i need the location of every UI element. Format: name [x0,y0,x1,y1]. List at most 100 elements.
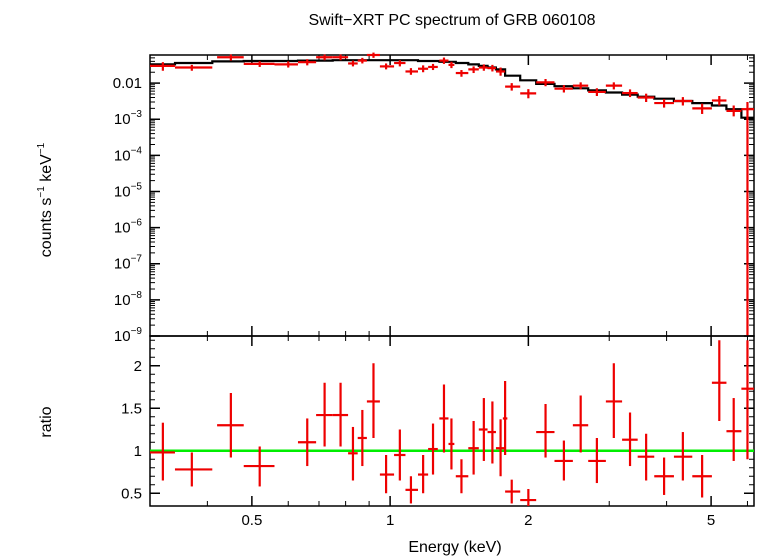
ratio-point [478,398,488,461]
ratio-point [711,340,727,421]
y-tick-base: 10 [114,220,131,237]
ylabel-exp-1: −1 [36,186,47,198]
ratio-point [448,418,455,470]
ylabel-exp-2: −1 [36,142,47,154]
y-tick-exponent: −8 [131,290,143,301]
ylabel-part-kev: keV [38,154,55,186]
ratio-point [588,438,606,484]
ratio-point [405,476,418,504]
ratio-frame [149,335,755,507]
data-point [150,62,175,71]
data-point [243,61,275,67]
ratio-point [572,395,589,453]
data-point [505,83,521,91]
data-point [572,82,589,90]
ratio-point [726,398,742,461]
data-point [174,64,213,71]
y-tick-base: 10 [114,111,131,128]
y-tick-base: 10 [114,292,131,309]
ratio-point [605,363,623,438]
ratio-point [217,392,244,458]
spectrum-y-tick-label: 10−9 [114,326,143,345]
data-point [605,82,623,90]
spectrum-y-tick-label: 0.01 [113,75,142,92]
y-tick-exponent: −4 [131,145,143,156]
y-tick-exponent: −3 [131,109,143,120]
spectrum-y-tick-label: 10−8 [114,290,143,309]
ratio-point [174,452,213,487]
data-point [455,70,469,77]
ratio-point [379,455,395,494]
ratio-point [417,455,429,494]
data-point [468,66,479,74]
data-point [428,63,438,71]
data-point [692,103,712,114]
ratio-point [554,440,573,481]
ratio-point [243,446,275,487]
x-axis-label: Energy (keV) [408,539,501,556]
data-point [439,57,449,64]
ratio-point [520,489,537,506]
data-point [405,68,418,75]
ratio-y-tick-label: 1.5 [121,400,142,417]
data-point [316,54,333,61]
data-point [274,61,298,68]
ratio-point [487,401,496,464]
ylabel-part-counts: counts s [38,198,55,258]
spectrum-y-axis-label: counts s−1 keV−1 [36,142,55,257]
data-point [520,89,537,99]
ratio-y-tick-label: 2 [134,358,142,375]
data-point [357,57,367,64]
data-point [711,95,727,106]
data-point [394,60,406,67]
ratio-point [468,421,479,475]
y-tick-exponent: −5 [131,181,143,192]
y-tick-base: 10 [114,147,131,164]
ratio-point [536,404,555,458]
x-tick-label: 5 [707,512,715,529]
ratio-point [692,455,712,498]
data-point [297,59,317,66]
data-point [417,65,429,73]
x-tick-label: 2 [524,512,532,529]
x-tick-label: 0.5 [241,512,262,529]
data-point [637,93,655,103]
ratio-point [357,409,367,467]
data-point [366,52,380,58]
ratio-point [622,412,638,467]
data-point [332,54,349,61]
ratio-panel: 0.5 1 2 5 0.5 1 1.5 2 [121,335,755,529]
ratio-point [348,426,358,481]
ratio-point [502,381,508,455]
y-tick-exponent: −6 [131,218,143,229]
ratio-point [439,384,449,453]
x-tick-label: 1 [386,512,394,529]
data-point [495,67,506,76]
data-point [554,85,573,93]
spectrum-y-tick-label: 10−4 [114,145,143,164]
y-tick-base: 10 [114,183,131,200]
ratio-point [673,432,693,481]
data-point [487,64,496,72]
y-tick-exponent: −9 [131,326,143,337]
ratio-y-tick-label: 1 [134,443,142,460]
ratio-y-tick-label: 0.5 [121,485,142,502]
ratio-point [495,419,506,477]
ratio-point [455,459,469,494]
ratio-point [505,479,521,504]
ratio-point [428,423,438,475]
ratio-point [654,457,674,495]
data-point [741,102,754,336]
ratio-point [316,382,333,447]
y-tick-exponent: −7 [131,254,143,265]
data-point [217,54,244,61]
data-point [348,60,358,67]
data-point [478,64,488,71]
ratio-point [741,340,754,460]
ratio-point [394,429,406,481]
ratio-point [637,433,655,481]
y-tick-base: 10 [114,328,131,345]
y-tick-base: 10 [114,256,131,273]
